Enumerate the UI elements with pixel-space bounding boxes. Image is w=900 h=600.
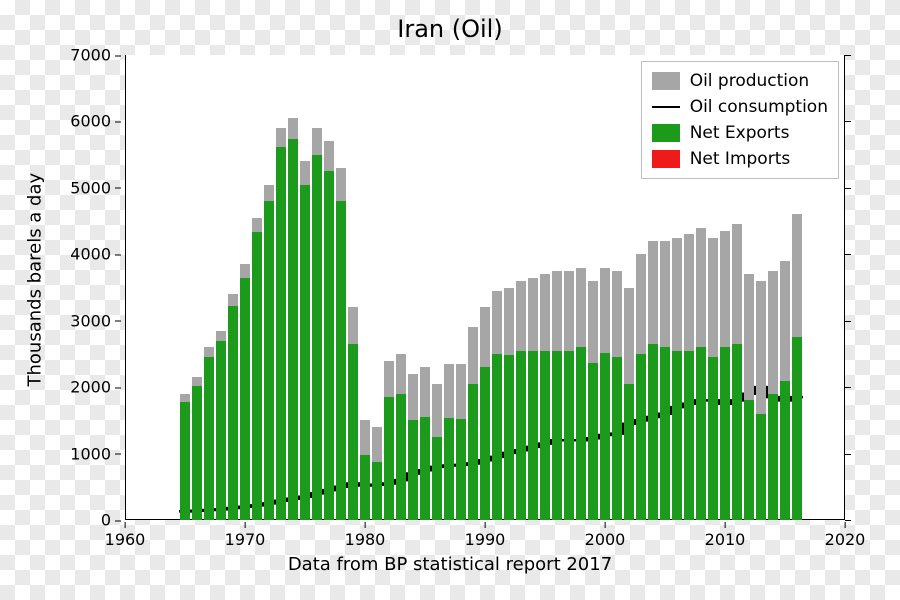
bar-net-exports — [708, 357, 718, 520]
bar-net-exports — [696, 347, 706, 520]
bar-net-exports — [588, 363, 598, 520]
bar-net-exports — [516, 351, 526, 520]
bar-net-exports — [600, 353, 610, 520]
bar-net-exports — [660, 347, 670, 520]
chart-container: Iran (Oil) Thousands barels a day Oil pr… — [0, 0, 900, 600]
bar-net-exports — [540, 351, 550, 520]
x-axis-caption: Data from BP statistical report 2017 — [0, 554, 900, 575]
bar-net-exports — [792, 337, 802, 520]
bar-net-exports — [396, 394, 406, 520]
axis-spine-right — [844, 55, 845, 520]
bar-net-exports — [492, 354, 502, 520]
bar-net-exports — [552, 351, 562, 520]
bar-net-exports — [408, 420, 418, 520]
y-tick-label: 4000 — [70, 245, 125, 264]
bar-net-exports — [204, 357, 214, 520]
y-axis-label: Thousands barels a day — [25, 186, 46, 386]
legend-label: Oil production — [690, 71, 810, 91]
legend-item: Oil production — [652, 68, 828, 94]
bar-net-exports — [348, 344, 358, 520]
bar-net-exports — [360, 455, 370, 520]
legend-label: Oil consumption — [690, 97, 828, 117]
bar-net-exports — [180, 402, 190, 520]
bar-net-exports — [612, 357, 622, 520]
bar-net-exports — [240, 278, 250, 520]
x-tick-label: 2010 — [705, 520, 746, 549]
bar-net-exports — [564, 351, 574, 520]
bar-net-exports — [420, 417, 430, 520]
bar-net-exports — [504, 355, 514, 520]
legend-swatch-icon — [652, 124, 680, 142]
legend-line-icon — [652, 98, 680, 116]
legend-label: Net Exports — [690, 123, 790, 143]
bar-net-exports — [624, 384, 634, 520]
bar-net-exports — [276, 147, 286, 520]
bar-net-exports — [456, 419, 466, 520]
bar-net-exports — [636, 354, 646, 520]
bar-net-exports — [300, 185, 310, 520]
bar-net-exports — [324, 171, 334, 520]
x-tick-label: 2000 — [585, 520, 626, 549]
bar-net-exports — [576, 347, 586, 520]
bar-net-exports — [732, 344, 742, 520]
legend: Oil production Oil consumption Net Exports… — [641, 61, 839, 179]
y-tick-label: 5000 — [70, 178, 125, 197]
bar-net-exports — [288, 139, 298, 520]
bar-net-exports — [432, 437, 442, 520]
bar-net-exports — [480, 367, 490, 520]
bar-net-exports — [192, 386, 202, 520]
chart-title: Iran (Oil) — [0, 15, 900, 43]
bar-net-exports — [768, 394, 778, 520]
y-tick-label: 2000 — [70, 378, 125, 397]
legend-item: Net Exports — [652, 120, 828, 146]
x-tick-label: 1990 — [465, 520, 506, 549]
bar-net-exports — [756, 414, 766, 520]
bar-net-exports — [312, 155, 322, 520]
x-tick-label: 1960 — [105, 520, 146, 549]
plot-area: Oil production Oil consumption Net Exports… — [125, 55, 845, 520]
bar-net-exports — [216, 341, 226, 520]
legend-swatch-icon — [652, 72, 680, 90]
legend-label: Net Imports — [690, 149, 791, 169]
bar-net-exports — [684, 351, 694, 520]
bar-net-exports — [444, 418, 454, 520]
bar-net-exports — [672, 351, 682, 520]
bar-net-exports — [648, 344, 658, 520]
bar-net-exports — [468, 384, 478, 520]
y-tick-label: 3000 — [70, 311, 125, 330]
bar-net-exports — [252, 232, 262, 520]
x-tick-label: 1980 — [345, 520, 386, 549]
y-tick-label: 6000 — [70, 112, 125, 131]
legend-item: Oil consumption — [652, 94, 828, 120]
y-tick-label: 7000 — [70, 46, 125, 65]
bar-net-exports — [228, 306, 238, 520]
bar-net-exports — [372, 462, 382, 520]
x-tick-label: 2020 — [825, 520, 866, 549]
bar-net-exports — [528, 351, 538, 520]
legend-swatch-icon — [652, 150, 680, 168]
legend-item: Net Imports — [652, 146, 828, 172]
bar-net-exports — [336, 201, 346, 520]
bar-net-exports — [780, 381, 790, 521]
bar-net-exports — [264, 201, 274, 520]
y-tick-label: 1000 — [70, 444, 125, 463]
bar-net-exports — [744, 400, 754, 520]
axis-spine-left — [125, 55, 126, 520]
bar-net-exports — [384, 397, 394, 520]
bar-net-exports — [720, 347, 730, 520]
x-tick-label: 1970 — [225, 520, 266, 549]
